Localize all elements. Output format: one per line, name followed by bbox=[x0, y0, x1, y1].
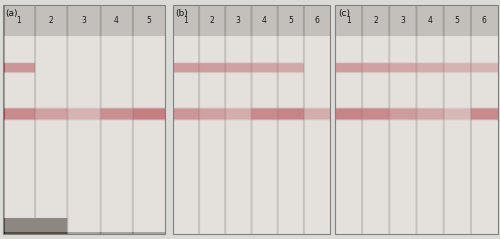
Text: 4: 4 bbox=[114, 16, 118, 25]
Text: 5: 5 bbox=[288, 16, 293, 25]
Text: 6: 6 bbox=[314, 16, 320, 25]
Text: 2: 2 bbox=[210, 16, 214, 25]
Text: 5: 5 bbox=[454, 16, 460, 25]
Text: 2: 2 bbox=[373, 16, 378, 25]
Text: 3: 3 bbox=[82, 16, 86, 25]
Text: (b): (b) bbox=[176, 9, 188, 18]
Text: (c): (c) bbox=[338, 9, 350, 18]
Text: 1: 1 bbox=[183, 16, 188, 25]
Text: 6: 6 bbox=[482, 16, 486, 25]
Text: 4: 4 bbox=[262, 16, 267, 25]
Text: 3: 3 bbox=[400, 16, 405, 25]
Text: 4: 4 bbox=[428, 16, 432, 25]
Text: 5: 5 bbox=[146, 16, 151, 25]
Text: 1: 1 bbox=[346, 16, 351, 25]
Text: 1: 1 bbox=[16, 16, 21, 25]
Text: 3: 3 bbox=[236, 16, 240, 25]
Text: 2: 2 bbox=[49, 16, 54, 25]
Text: (a): (a) bbox=[6, 9, 18, 18]
